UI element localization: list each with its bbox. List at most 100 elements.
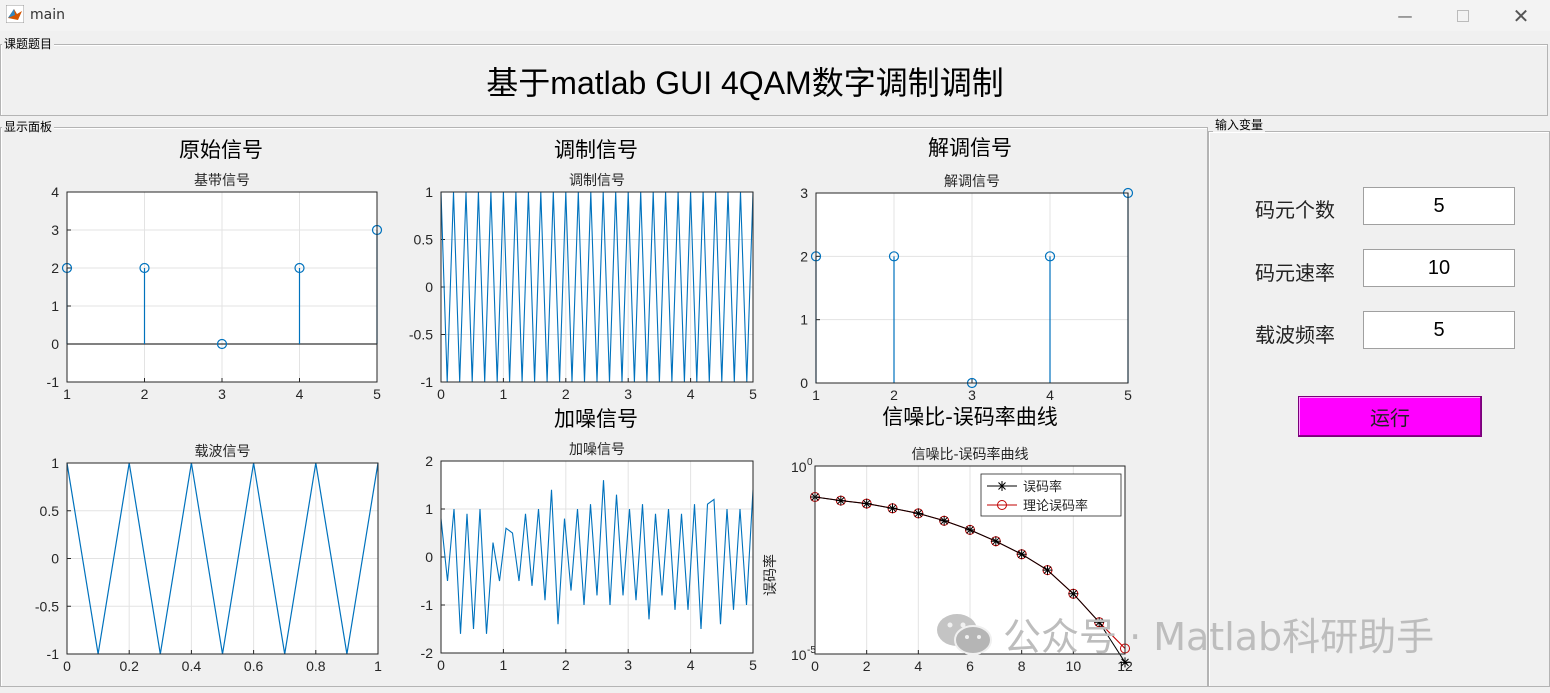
demodulated-tick-label-x: 4 bbox=[1046, 387, 1054, 403]
symbol-rate-label: 码元速率 bbox=[1255, 261, 1335, 285]
carrier-tick-label-y: 0 bbox=[51, 551, 59, 567]
demodulated-axes-title: 解调信号 bbox=[944, 174, 1000, 190]
ber-ylabel: 误码率 bbox=[762, 554, 779, 596]
baseband-tick-label-x: 4 bbox=[296, 386, 304, 402]
modulated-tick-label-x: 2 bbox=[562, 386, 570, 402]
carrier-frequency-input[interactable] bbox=[1363, 311, 1515, 349]
modulated-axes-title: 调制信号 bbox=[569, 173, 625, 189]
demodulated-tick-label-x: 3 bbox=[968, 387, 976, 403]
baseband-tick-label-y: 0 bbox=[51, 336, 59, 352]
ber-tick-label-x: 6 bbox=[966, 658, 974, 674]
baseband-tick-label-y: 3 bbox=[51, 222, 59, 238]
section-title-demodulated: 解调信号 bbox=[928, 136, 1012, 160]
noisy-tick-label-x: 2 bbox=[562, 657, 570, 673]
minimize-button[interactable]: — bbox=[1376, 0, 1434, 31]
ber-measured-marker bbox=[1068, 588, 1079, 599]
demodulated-stem-marker bbox=[1044, 251, 1056, 262]
baseband-tick-label-x: 3 bbox=[218, 386, 226, 402]
close-button[interactable]: ✕ bbox=[1492, 0, 1550, 31]
noisy-tick-label-x: 3 bbox=[624, 657, 632, 673]
demodulated-tick-label-y: 3 bbox=[800, 185, 808, 201]
page-title: 基于matlab GUI 4QAM数字调制调制 bbox=[486, 65, 1004, 101]
carrier-tick-label-x: 0.6 bbox=[244, 658, 264, 674]
noisy-tick-label-x: 4 bbox=[687, 657, 695, 673]
title-panel-label: 课题题目 bbox=[2, 37, 55, 51]
ber-tick-label-x: 4 bbox=[914, 658, 922, 674]
ber-tick-label-x: 10 bbox=[1066, 658, 1082, 674]
carrier-tick-label-y: 1 bbox=[51, 455, 59, 471]
minimize-icon: — bbox=[1397, 6, 1413, 25]
ber-measured-marker bbox=[861, 498, 872, 509]
carrier-tick-label-x: 0.8 bbox=[306, 658, 326, 674]
window-title: main bbox=[30, 7, 65, 23]
maximize-button[interactable] bbox=[1434, 0, 1492, 31]
modulated-tick-label-x: 0 bbox=[437, 386, 445, 402]
baseband-tick-label-x: 2 bbox=[141, 386, 149, 402]
symbol-rate-input[interactable] bbox=[1363, 249, 1515, 287]
modulated-tick-label-y: 1 bbox=[425, 184, 433, 200]
modulated-tick-label-x: 4 bbox=[687, 386, 695, 402]
ber-tick-label-x: 8 bbox=[1018, 658, 1026, 674]
noisy-tick-label-x: 0 bbox=[437, 657, 445, 673]
ber-measured-marker bbox=[913, 508, 924, 519]
modulated-tick-label-y: -1 bbox=[421, 374, 434, 390]
symbol-count-input[interactable] bbox=[1363, 187, 1515, 225]
ber-legend-marker-theory bbox=[997, 500, 1007, 510]
baseband-tick-label-y: 1 bbox=[51, 298, 59, 314]
noisy-tick-label-y: -1 bbox=[421, 597, 434, 613]
carrier-tick-label-x: 0 bbox=[63, 658, 71, 674]
ber-legend-label-theory: 理论误码率 bbox=[1023, 498, 1088, 514]
input-panel-label: 输入变量 bbox=[1213, 118, 1266, 132]
carrier-tick-label-x: 0.4 bbox=[182, 658, 202, 674]
ber-measured-marker bbox=[1042, 565, 1053, 576]
modulated-tick-label-x: 1 bbox=[500, 386, 508, 402]
modulated-tick-label-x: 5 bbox=[749, 386, 757, 402]
ber-legend-marker-measured bbox=[997, 481, 1007, 491]
noisy-tick-label-y: -2 bbox=[421, 645, 434, 661]
ber-measured-marker bbox=[990, 536, 1001, 547]
noisy-tick-label-x: 5 bbox=[749, 657, 757, 673]
demodulated-axes-frame bbox=[815, 192, 1129, 384]
noisy-tick-label-y: 1 bbox=[425, 501, 433, 517]
watermark: 公众号 · Matlab科研助手 bbox=[935, 606, 1434, 661]
noisy-series-line bbox=[440, 480, 754, 634]
baseband-tick-label-x: 1 bbox=[63, 386, 71, 402]
carrier-axes-title: 载波信号 bbox=[195, 444, 251, 460]
baseband-stem-marker bbox=[139, 262, 150, 274]
close-icon: ✕ bbox=[1512, 3, 1530, 28]
run-button[interactable]: 运行 bbox=[1298, 396, 1482, 437]
ber-tick-label-y-exp: 0 bbox=[807, 457, 813, 468]
matlab-logo-icon bbox=[6, 5, 24, 23]
display-panel bbox=[0, 127, 1208, 687]
ber-measured-marker bbox=[965, 524, 975, 535]
demodulated-tick-label-y: 2 bbox=[800, 248, 808, 264]
demodulated-tick-label-x: 2 bbox=[890, 387, 898, 403]
modulated-tick-label-y: -0.5 bbox=[409, 327, 433, 343]
noisy-axes-frame bbox=[440, 460, 754, 654]
ber-tick-label-y: 10 bbox=[791, 459, 807, 475]
ber-measured-marker bbox=[1016, 549, 1027, 560]
baseband-tick-label-y: 4 bbox=[51, 184, 59, 200]
ber-measured-marker bbox=[1094, 617, 1105, 628]
ber-tick-label-y: 10 bbox=[791, 647, 807, 663]
ber-tick-label-x: 2 bbox=[863, 658, 871, 674]
baseband-tick-label-y: 2 bbox=[51, 260, 59, 276]
ber-legend-label-measured: 误码率 bbox=[1023, 479, 1062, 495]
symbol-count-label: 码元个数 bbox=[1255, 198, 1335, 222]
section-title-original: 原始信号 bbox=[179, 138, 263, 162]
watermark-text: 公众号 · Matlab科研助手 bbox=[1003, 615, 1435, 659]
carrier-tick-label-x: 0.2 bbox=[119, 658, 139, 674]
section-title-ber: 信噪比-误码率曲线 bbox=[882, 405, 1058, 429]
baseband-axes-title: 基带信号 bbox=[194, 172, 250, 189]
modulated-tick-label-y: 0.5 bbox=[414, 232, 434, 248]
ber-measured-marker bbox=[1120, 657, 1130, 668]
baseband-axes-frame bbox=[66, 191, 378, 383]
modulated-axes-frame bbox=[440, 191, 754, 383]
demodulated-tick-label-y: 1 bbox=[800, 312, 808, 328]
carrier-tick-label-y: 0.5 bbox=[40, 503, 60, 519]
demodulated-tick-label-x: 1 bbox=[812, 387, 820, 403]
section-title-noisy: 加噪信号 bbox=[554, 407, 638, 431]
carrier-tick-label-y: -0.5 bbox=[35, 598, 59, 614]
carrier-tick-label-y: -1 bbox=[47, 646, 60, 662]
carrier-frequency-label: 载波频率 bbox=[1255, 323, 1335, 347]
